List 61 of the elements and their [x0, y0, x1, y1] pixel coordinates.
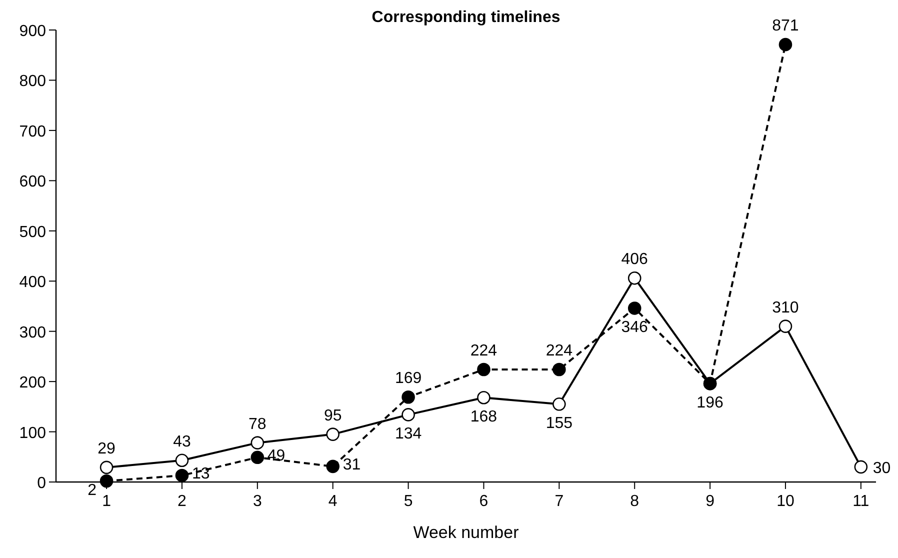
- x-tick-label: 3: [252, 493, 262, 510]
- y-tick-label: 600: [19, 174, 46, 191]
- data-label: 871: [772, 18, 799, 35]
- point: [175, 454, 189, 468]
- point: [326, 428, 340, 441]
- data-label: 224: [470, 342, 498, 360]
- data-label: 406: [621, 251, 648, 268]
- data-label: 30: [872, 460, 891, 477]
- point: [250, 450, 264, 464]
- point: [778, 38, 792, 52]
- y-tick-label: 700: [19, 123, 46, 140]
- data-label: 169: [394, 370, 422, 388]
- x-tick-label: 6: [479, 493, 488, 510]
- x-tick-label: 9: [706, 493, 715, 510]
- data-label: 224: [546, 342, 573, 360]
- data-label: 168: [470, 408, 498, 426]
- data-label: 49: [267, 447, 286, 464]
- point: [100, 460, 114, 474]
- data-label: 29: [98, 440, 116, 458]
- data-label: 78: [248, 416, 266, 433]
- y-tick-label: 0: [37, 475, 46, 492]
- x-tick-label: 2: [178, 493, 187, 510]
- y-tick-label: 200: [19, 374, 46, 392]
- y-tick-label: 300: [19, 324, 46, 342]
- x-tick-label: 8: [630, 493, 640, 510]
- y-tick-label: 100: [19, 424, 46, 442]
- point: [477, 390, 490, 404]
- data-label: 310: [772, 299, 799, 316]
- x-tick-label: 11: [852, 493, 870, 510]
- point: [477, 362, 490, 376]
- point: [326, 460, 340, 474]
- point: [100, 474, 114, 488]
- y-tick-label: 900: [19, 23, 46, 40]
- x-tick-label: 7: [554, 493, 564, 510]
- x-axis-title: Week number: [413, 523, 520, 542]
- point: [778, 320, 792, 333]
- point: [402, 408, 415, 422]
- y-tick-label: 500: [19, 224, 46, 241]
- y-tick-label: 400: [19, 274, 46, 292]
- data-label: 95: [324, 407, 342, 424]
- point: [250, 436, 264, 450]
- point: [552, 398, 566, 411]
- data-label: 196: [696, 394, 724, 412]
- point: [552, 362, 566, 376]
- data-label: 134: [394, 426, 422, 443]
- x-tick-label: 10: [776, 493, 794, 510]
- point: [175, 468, 189, 482]
- point: [854, 460, 868, 474]
- data-label: 346: [621, 319, 648, 336]
- chart-title: Corresponding timelines: [372, 9, 560, 26]
- point: [628, 302, 642, 315]
- data-label: 2: [88, 482, 97, 499]
- y-tick-label: 800: [19, 73, 46, 90]
- x-tick-label: 4: [328, 493, 338, 510]
- x-tick-label: 1: [102, 493, 112, 510]
- x-tick-label: 5: [404, 493, 413, 510]
- data-label: 43: [173, 433, 191, 450]
- data-label: 155: [546, 415, 573, 432]
- data-label: 31: [342, 456, 361, 474]
- point: [628, 271, 642, 285]
- point: [402, 390, 415, 404]
